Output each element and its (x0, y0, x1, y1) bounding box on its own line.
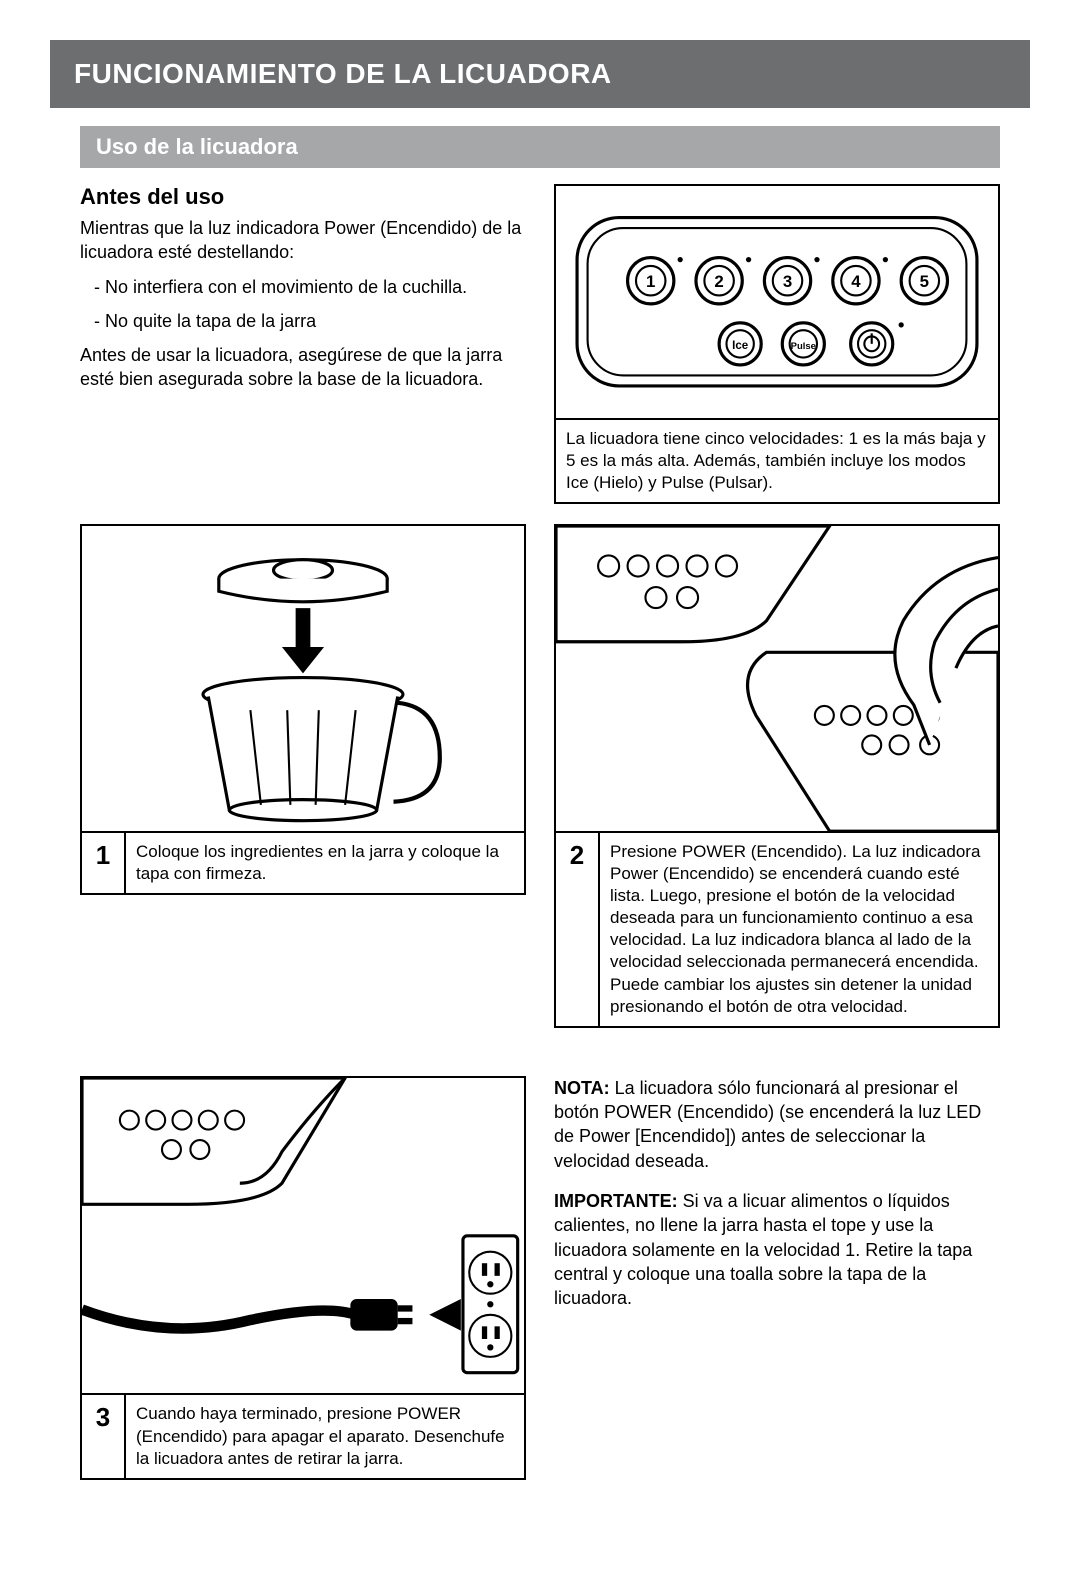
before-use-block: Antes del uso Mientras que la luz indica… (80, 184, 526, 524)
figure-control-panel: 1 2 3 (554, 184, 1000, 420)
svg-text:Ice: Ice (732, 340, 749, 352)
note-text: La licuadora sólo funcionará al presiona… (554, 1078, 981, 1171)
important-block: IMPORTANTE: Si va a licuar alimentos o l… (554, 1189, 1000, 1310)
step-2-number: 2 (556, 833, 600, 1026)
svg-text:5: 5 (920, 272, 929, 291)
step-1-number: 1 (82, 833, 126, 893)
svg-text:4: 4 (851, 272, 861, 291)
before-use-heading: Antes del uso (80, 184, 526, 210)
step-2-text: Presione POWER (Encendido). La luz indic… (600, 833, 998, 1026)
before-use-closing: Antes de usar la licuadora, asegúrese de… (80, 343, 526, 392)
figure-step-1 (80, 524, 526, 833)
svg-text:3: 3 (783, 272, 792, 291)
before-use-bullet-2: - No quite la tapa de la jarra (80, 309, 526, 333)
figure-step-2 (554, 524, 1000, 833)
before-use-intro: Mientras que la luz indicadora Power (En… (80, 216, 526, 265)
figure-step-3 (80, 1076, 526, 1396)
svg-text:Pulse: Pulse (791, 341, 816, 352)
note-block: NOTA: La licuadora sólo funcionará al pr… (554, 1076, 1000, 1173)
main-header: FUNCIONAMIENTO DE LA LICUADORA (50, 40, 1030, 108)
sub-header: Uso de la licuadora (80, 126, 1000, 168)
step-3-number: 3 (82, 1395, 126, 1477)
note-label: NOTA: (554, 1078, 610, 1098)
before-use-bullet-1: - No interfiera con el movimiento de la … (80, 275, 526, 299)
svg-text:2: 2 (714, 272, 723, 291)
step-3-text: Cuando haya terminado, presione POWER (E… (126, 1395, 524, 1477)
panel-caption: La licuadora tiene cinco velocidades: 1 … (554, 420, 1000, 504)
svg-text:1: 1 (646, 272, 655, 291)
important-label: IMPORTANTE: (554, 1191, 678, 1211)
step-1-text: Coloque los ingredientes en la jarra y c… (126, 833, 524, 893)
